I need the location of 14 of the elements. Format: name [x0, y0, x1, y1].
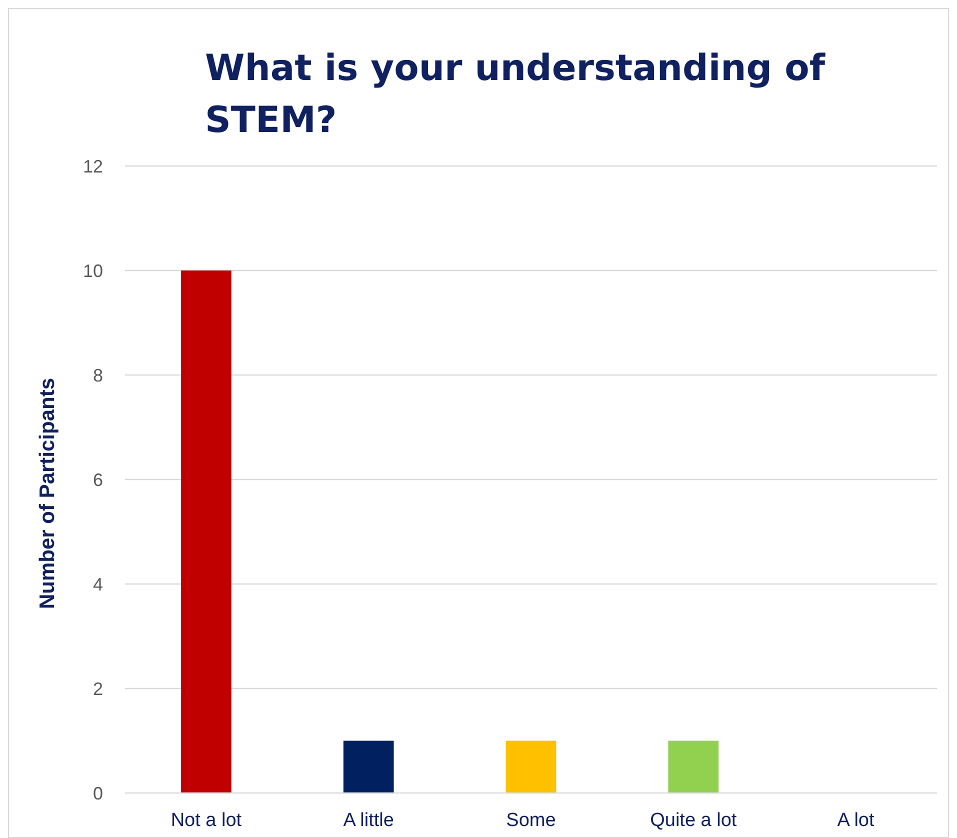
y-tick-label: 4: [92, 574, 103, 594]
x-tick-label: Not a lot: [170, 810, 242, 831]
chart-title: What is your understanding of STEM?: [205, 48, 826, 141]
y-tick-label: 12: [82, 156, 103, 176]
y-tick-label: 0: [92, 783, 103, 804]
x-tick-label: A little: [343, 810, 394, 831]
y-tick-label: 6: [92, 470, 103, 490]
x-tick-label: Some: [506, 810, 556, 831]
x-tick-label: Quite a lot: [650, 810, 738, 831]
y-tick-label: 2: [92, 678, 103, 699]
y-tick-label: 10: [82, 260, 103, 281]
y-axis-title: Number of Participants: [36, 378, 59, 610]
y-tick-label: 8: [92, 365, 103, 386]
x-tick-label: A lot: [837, 810, 875, 831]
